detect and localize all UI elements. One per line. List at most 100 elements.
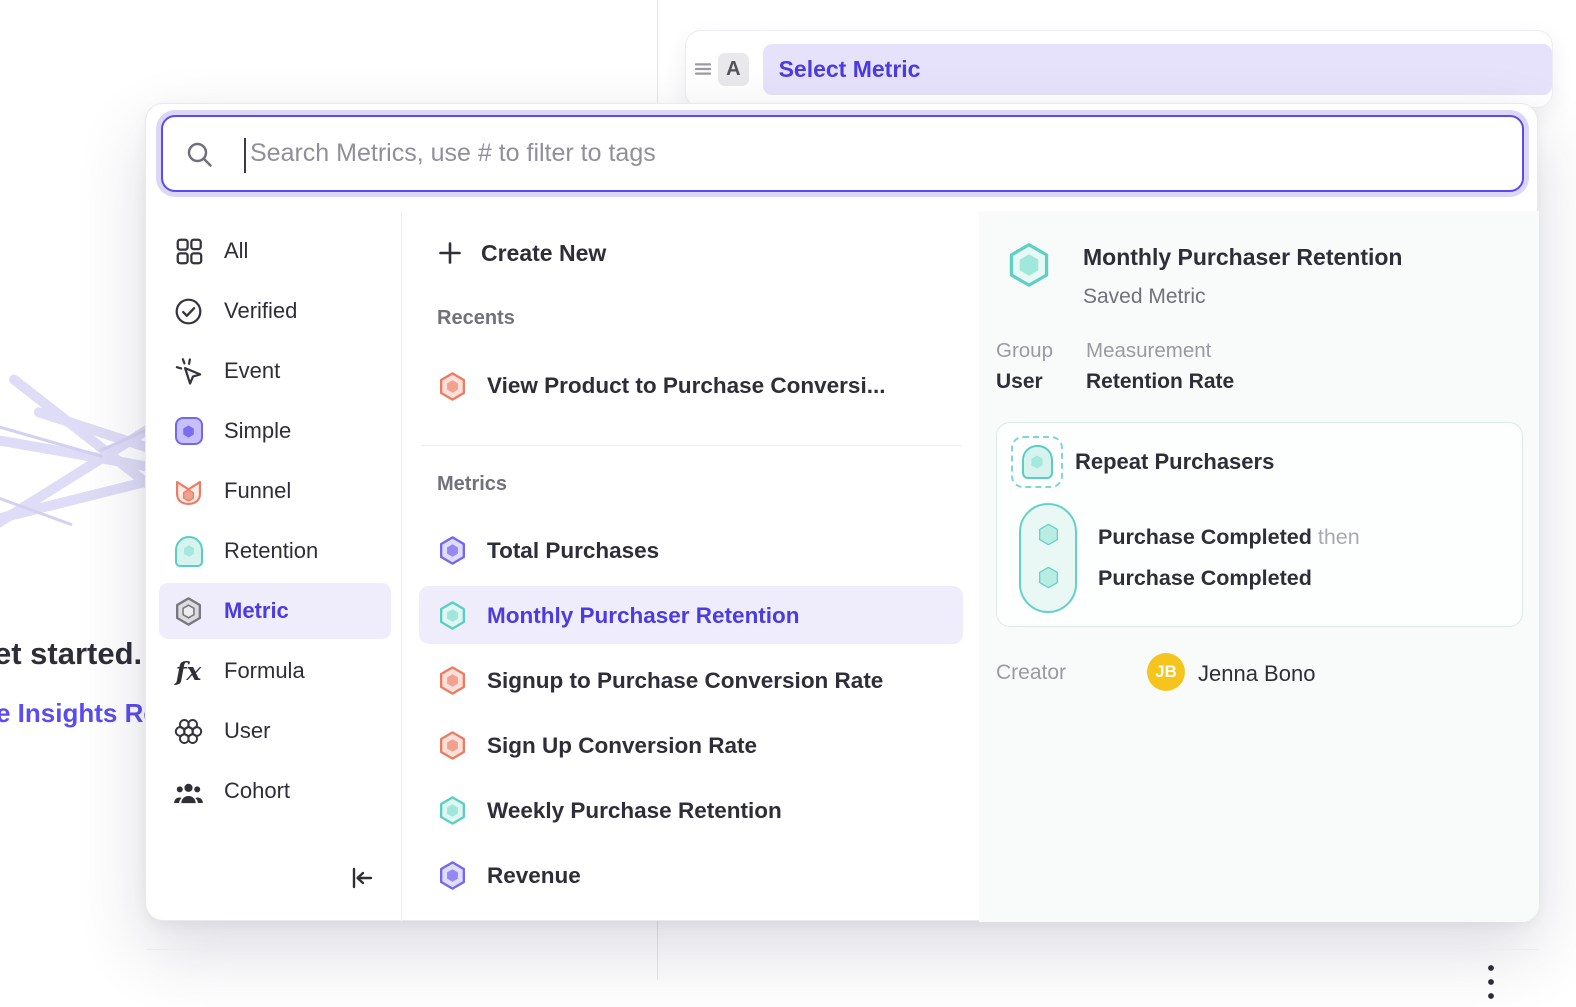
metric-picker-modal: All Verified Event Simple Funnel Retenti… — [145, 103, 1538, 921]
metric-item-label: Sign Up Conversion Rate — [487, 733, 757, 759]
field-value: User — [996, 370, 1053, 394]
sidebar-item-simple[interactable]: Simple — [146, 401, 401, 461]
metric-item-label: Total Purchases — [487, 538, 659, 564]
sidebar-item-formula[interactable]: fx Formula — [146, 641, 401, 701]
sidebar-item-event[interactable]: Event — [146, 341, 401, 401]
cohort-step-1: Purchase Completed then — [1098, 525, 1360, 550]
metric-item-signup-to-purchase-conversion-rate[interactable]: Signup to Purchase Conversion Rate — [401, 648, 979, 713]
recents-section-label: Recents — [437, 307, 515, 330]
recent-item-view-product-to-purchase[interactable]: View Product to Purchase Conversi... — [401, 356, 979, 416]
search-icon — [184, 139, 214, 169]
cohort-people-icon — [173, 776, 204, 807]
metric-list-column: Create New Recents View Product to Purch… — [401, 211, 979, 922]
sidebar-item-user[interactable]: User — [146, 701, 401, 761]
field-label: Measurement — [1086, 339, 1234, 363]
metric-slot-card: A Select Metric — [685, 30, 1553, 108]
get-started-heading-fragment: et started. — [0, 636, 142, 672]
sidebar-item-metric[interactable]: Metric — [146, 581, 401, 641]
detail-footer-divider — [979, 949, 1539, 950]
metric-item-sign-up-conversion-rate[interactable]: Sign Up Conversion Rate — [401, 713, 979, 778]
grid-icon — [173, 236, 204, 267]
metric-item-total-purchases[interactable]: Total Purchases — [401, 518, 979, 583]
simple-metric-icon — [437, 535, 468, 566]
sidebar-item-cohort[interactable]: Cohort — [146, 761, 401, 821]
kebab-icon — [1485, 963, 1497, 1003]
search-input[interactable] — [214, 117, 1522, 190]
select-metric-button[interactable]: Select Metric — [763, 44, 1552, 95]
simple-metric-icon — [173, 416, 204, 447]
metric-detail-panel: Monthly Purchaser Retention Saved Metric… — [979, 211, 1539, 922]
sidebar-item-label: Simple — [224, 418, 291, 444]
creator-label: Creator — [996, 661, 1066, 685]
sidebar-item-label: Formula — [224, 658, 305, 684]
metric-item-monthly-purchaser-retention[interactable]: Monthly Purchaser Retention — [401, 583, 979, 648]
sidebar-item-label: Cohort — [224, 778, 290, 804]
metric-item-weekly-purchase-retention[interactable]: Weekly Purchase Retention — [401, 778, 979, 843]
sidebar-item-funnel[interactable]: Funnel — [146, 461, 401, 521]
more-options-button[interactable] — [1477, 959, 1505, 1007]
create-new-button[interactable]: Create New — [401, 227, 979, 279]
sidebar-footer-divider — [146, 949, 401, 950]
step-sequence-capsule — [1019, 503, 1077, 613]
sidebar-item-retention[interactable]: Retention — [146, 521, 401, 581]
sidebar-item-verified[interactable]: Verified — [146, 281, 401, 341]
field-value: Retention Rate — [1086, 370, 1234, 394]
metrics-section-label: Metrics — [437, 473, 507, 496]
detail-field-group: Group User — [996, 339, 1053, 394]
metric-item-label: Revenue — [487, 863, 581, 889]
sidebar-item-label: All — [224, 238, 248, 264]
search-box — [161, 115, 1524, 192]
repeat-purchasers-card: Repeat Purchasers Purchase Completed the… — [996, 422, 1523, 627]
collapse-sidebar-button[interactable] — [343, 861, 377, 895]
field-label: Group — [996, 339, 1053, 363]
detail-title: Monthly Purchaser Retention — [1083, 244, 1402, 271]
recent-item-label: View Product to Purchase Conversi... — [487, 373, 885, 399]
funnel-metric-icon — [437, 665, 468, 696]
metric-item-label: Weekly Purchase Retention — [487, 798, 782, 824]
plus-icon — [437, 240, 463, 266]
list-section-divider — [421, 445, 961, 446]
saved-metric-icon — [173, 596, 204, 627]
step-event-name: Purchase Completed — [1098, 566, 1312, 590]
retention-metric-icon — [437, 600, 468, 631]
sidebar-item-label: User — [224, 718, 270, 744]
sidebar-item-label: Verified — [224, 298, 297, 324]
cursor-sparkle-icon — [173, 356, 204, 387]
creator-avatar: JB — [1147, 653, 1185, 691]
cohort-card-title: Repeat Purchasers — [1075, 449, 1274, 475]
simple-metric-icon — [437, 860, 468, 891]
creator-name: Jenna Bono — [1198, 661, 1315, 687]
sidebar-item-label: Event — [224, 358, 280, 384]
formula-fx-icon: fx — [173, 656, 204, 687]
funnel-metric-icon — [437, 730, 468, 761]
sidebar-item-label: Funnel — [224, 478, 291, 504]
verified-badge-icon — [173, 296, 204, 327]
step-event-name: Purchase Completed — [1098, 525, 1312, 549]
metric-item-revenue[interactable]: Revenue — [401, 843, 979, 908]
text-caret — [244, 138, 246, 173]
metric-slot-letter-badge: A — [718, 53, 749, 86]
filter-sidebar: All Verified Event Simple Funnel Retenti… — [146, 211, 401, 922]
sidebar-item-label: Metric — [224, 598, 289, 624]
step-hexagon-icon — [1036, 565, 1061, 595]
sidebar-item-label: Retention — [224, 538, 318, 564]
retention-metric-icon — [173, 536, 204, 567]
step-connector: then — [1318, 525, 1360, 549]
create-new-label: Create New — [481, 240, 606, 267]
insights-report-link-fragment[interactable]: e Insights Re — [0, 698, 158, 729]
user-cluster-icon — [173, 716, 204, 747]
sidebar-item-all[interactable]: All — [146, 221, 401, 281]
metric-item-label: Monthly Purchaser Retention — [487, 603, 800, 629]
detail-subtitle: Saved Metric — [1083, 285, 1206, 309]
retention-metric-icon — [437, 795, 468, 826]
collapse-icon — [346, 864, 374, 892]
funnel-metric-icon — [437, 371, 468, 402]
metric-item-label: Signup to Purchase Conversion Rate — [487, 668, 883, 694]
retention-metric-icon-large — [1005, 239, 1053, 296]
step-hexagon-icon — [1036, 522, 1061, 552]
cohort-definition-icon — [1011, 436, 1063, 488]
funnel-metric-icon — [173, 476, 204, 507]
drag-handle-icon[interactable] — [692, 58, 714, 80]
detail-field-measurement: Measurement Retention Rate — [1086, 339, 1234, 394]
cohort-step-2: Purchase Completed — [1098, 566, 1312, 591]
